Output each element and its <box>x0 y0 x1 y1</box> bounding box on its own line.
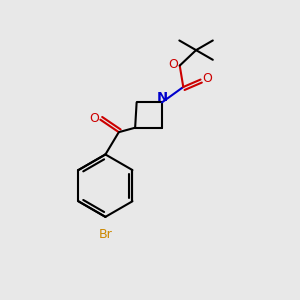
Text: O: O <box>168 58 178 70</box>
Text: O: O <box>202 73 212 85</box>
Text: Br: Br <box>98 228 112 241</box>
Text: N: N <box>156 91 167 103</box>
Text: O: O <box>89 112 99 125</box>
